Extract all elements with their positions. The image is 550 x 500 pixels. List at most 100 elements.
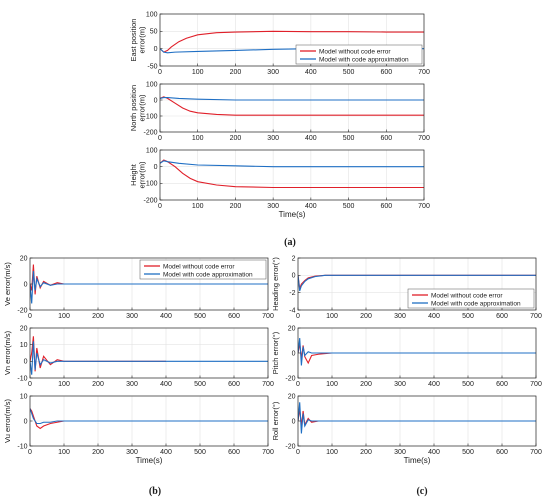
x-tick-label: 200 xyxy=(230,69,242,76)
chart-a3: 0 100 200 300 400 500 600 700 -200 -100 0 100 Height… xyxy=(129,147,430,219)
series-line-code-approximation xyxy=(298,274,536,292)
x-tick-label: 700 xyxy=(418,135,430,142)
x-tick-label: 0 xyxy=(28,381,32,388)
series-line-without-code-error xyxy=(160,30,424,53)
y-axis-label: Vu error(m/s) xyxy=(3,399,12,443)
legend-entry: Model with code approximation xyxy=(431,300,521,307)
x-tick-label: 400 xyxy=(160,381,172,388)
y-tick-label: 0 xyxy=(24,281,28,288)
plot-frame xyxy=(297,257,537,311)
x-tick-label: 100 xyxy=(192,135,204,142)
x-tick-label: 100 xyxy=(326,313,338,320)
y-axis-label: East positionerror(m) xyxy=(129,19,147,62)
chart-a2: 0 100 200 300 400 500 600 700-200-1000100North … xyxy=(129,81,430,142)
x-tick-label: 700 xyxy=(530,449,542,456)
y-tick-label: -100 xyxy=(143,181,157,188)
legend-entry: Model with code approximation xyxy=(163,271,253,278)
x-tick-label: 500 xyxy=(462,313,474,320)
x-axis-label: Time(s) xyxy=(404,456,431,465)
x-tick-label: 100 xyxy=(58,449,70,456)
x-tick-label: 600 xyxy=(496,313,508,320)
x-tick-label: 500 xyxy=(194,449,206,456)
y-tick-label: 0 xyxy=(154,97,158,104)
y-tick-label: -20 xyxy=(285,443,295,450)
x-tick-label: 300 xyxy=(394,313,406,320)
plot-frame xyxy=(159,83,425,133)
y-tick-label: 0 xyxy=(154,46,158,53)
x-tick-label: 300 xyxy=(126,381,138,388)
x-tick-label: 700 xyxy=(530,381,542,388)
x-tick-label: 100 xyxy=(58,313,70,320)
x-tick-label: 300 xyxy=(126,313,138,320)
series-line-code-approximation xyxy=(298,337,536,366)
x-tick-label: 700 xyxy=(530,313,542,320)
x-tick-label: 400 xyxy=(428,313,440,320)
y-tick-label: 100 xyxy=(146,147,158,154)
y-tick-label: -4 xyxy=(289,307,295,314)
y-axis-label: North positionerror(m) xyxy=(129,85,147,131)
x-tick-label: 500 xyxy=(462,381,474,388)
series-line-code-approximation xyxy=(160,97,424,101)
y-tick-label: 50 xyxy=(150,29,158,36)
y-axis-label: Ve error(m/s) xyxy=(3,262,12,306)
x-tick-label: 0 xyxy=(158,203,162,210)
legend-box xyxy=(407,288,535,309)
x-tick-label: 0 xyxy=(296,449,300,456)
y-tick-label: -100 xyxy=(143,113,157,120)
x-tick-label: 200 xyxy=(92,449,104,456)
panel-label-a: (a) xyxy=(284,237,296,248)
x-tick-label: 600 xyxy=(496,449,508,456)
y-tick-label: 0 xyxy=(292,418,296,425)
series-line-without-code-error xyxy=(160,159,424,189)
y-tick-label: -2 xyxy=(289,290,295,297)
x-tick-label: 300 xyxy=(267,135,279,142)
y-tick-label: 100 xyxy=(146,11,158,18)
x-tick-label: 100 xyxy=(58,381,70,388)
plot-frame xyxy=(29,327,269,379)
x-tick-label: 0 xyxy=(28,313,32,320)
legend-entry: Model without code error xyxy=(319,48,391,55)
x-tick-label: 500 xyxy=(194,381,206,388)
x-tick-label: 700 xyxy=(418,203,430,210)
x-tick-label: 200 xyxy=(230,203,242,210)
x-tick-label: 600 xyxy=(380,69,392,76)
panel-label-c: (c) xyxy=(416,486,427,497)
y-tick-label: 20 xyxy=(20,255,28,262)
x-tick-label: 100 xyxy=(192,69,204,76)
y-tick-label: -20 xyxy=(17,307,27,314)
x-tick-label: 500 xyxy=(343,135,355,142)
x-tick-label: 600 xyxy=(228,449,240,456)
y-axis-label: Roll error(°) xyxy=(271,401,280,440)
x-tick-label: 700 xyxy=(262,449,274,456)
x-tick-label: 0 xyxy=(296,313,300,320)
x-tick-label: 300 xyxy=(394,381,406,388)
y-tick-label: 0 xyxy=(24,418,28,425)
y-tick-label: 10 xyxy=(20,342,28,349)
x-tick-label: 200 xyxy=(360,313,372,320)
x-axis-label: Time(s) xyxy=(136,456,163,465)
y-tick-label: -10 xyxy=(17,375,27,382)
y-tick-label: -200 xyxy=(143,129,157,136)
series-line-without-code-error xyxy=(160,96,424,116)
x-tick-label: 300 xyxy=(267,69,279,76)
y-tick-label: 100 xyxy=(146,81,158,88)
x-tick-label: 200 xyxy=(92,381,104,388)
legend-entry: Model without code error xyxy=(163,263,235,270)
y-tick-label: 10 xyxy=(20,393,28,400)
y-tick-label: -20 xyxy=(285,375,295,382)
series-line-code-approximation xyxy=(298,402,536,434)
x-tick-label: 400 xyxy=(305,69,317,76)
x-tick-label: 0 xyxy=(296,381,300,388)
x-tick-label: 100 xyxy=(326,381,338,388)
series-line-code-approximation xyxy=(160,160,424,168)
plot-frame xyxy=(159,149,425,201)
x-tick-label: 100 xyxy=(326,449,338,456)
legend-entry: Model without code error xyxy=(431,292,503,299)
